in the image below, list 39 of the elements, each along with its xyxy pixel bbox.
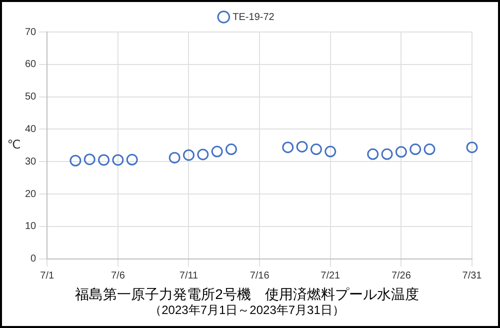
x-tick-label: 7/16 [250,270,270,282]
x-tick-label: 7/21 [320,270,341,282]
point [70,154,82,166]
point [126,154,138,166]
text: 福島第一原子力発電所2号機 使用済燃料プール水温度 [75,286,419,302]
point [98,154,110,166]
y-tick-label: 40 [25,124,37,135]
point [168,152,180,164]
point [466,142,478,154]
legend-label: TE-19-72 [232,12,275,23]
point [84,154,96,166]
point [367,148,379,160]
point [381,148,393,160]
point [296,140,308,152]
point [197,148,209,160]
x-tick-label: 7/1 [40,270,55,282]
point [183,149,194,161]
y-tick-label: 20 [25,188,37,200]
x-tick-label: 7/31 [462,270,482,282]
point [424,144,436,156]
text: （2023年7月1日～2023年7月31日） [150,303,344,318]
point [225,144,237,156]
y-axis-title: ℃ [7,138,21,152]
point [395,146,407,158]
y-tick-label: 30 [25,156,37,168]
y-tick-label: 10 [25,221,37,232]
point [211,146,223,158]
point [282,142,294,154]
x-tick-label: 7/11 [179,270,199,282]
x-tick-label: 7/26 [391,270,412,282]
y-tick-label: 70 [25,26,37,38]
point [112,154,124,166]
y-tick-label: 0 [30,254,37,265]
x-tick-label: 7/6 [110,270,126,282]
point [324,146,336,158]
y-tick-label: 50 [25,92,37,103]
y-tick-label: 60 [25,59,37,70]
point [410,144,422,156]
point [310,144,322,156]
